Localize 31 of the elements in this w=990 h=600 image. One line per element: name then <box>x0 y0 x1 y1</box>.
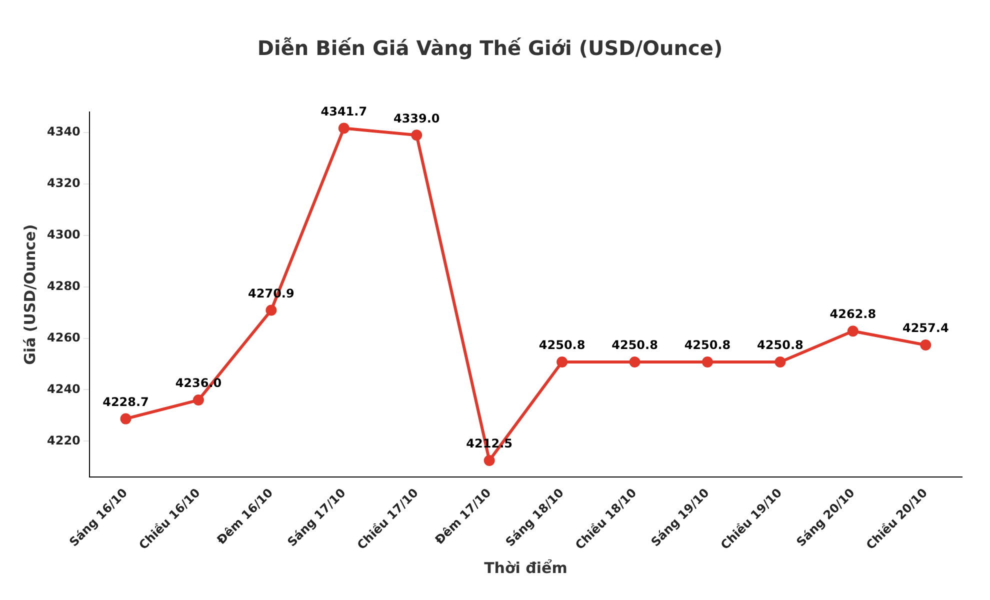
data-label: 4250.8 <box>684 338 731 352</box>
point <box>192 394 204 406</box>
point <box>847 326 858 337</box>
point <box>920 339 932 350</box>
y-tick-label: 4240 <box>46 382 80 396</box>
data-label: 4341.7 <box>320 104 368 118</box>
y-tick-label: 4340 <box>46 124 80 139</box>
point <box>411 130 422 141</box>
chart-title: Diễn Biến Giá Vàng Thế Giới (USD/Ounce) <box>257 36 723 60</box>
point <box>774 356 786 368</box>
y-tick-label: 4280 <box>46 279 80 293</box>
data-label: 4257.4 <box>902 321 949 336</box>
point <box>338 122 350 134</box>
y-tick-label: 4220 <box>46 433 80 448</box>
x-axis-title: Thời điểm <box>484 558 568 577</box>
y-axis-title: Giá (USD/Ounce) <box>20 224 39 365</box>
point <box>120 413 132 424</box>
point <box>266 304 277 316</box>
data-label: 4250.8 <box>538 338 586 352</box>
point <box>702 356 713 368</box>
point <box>556 356 568 368</box>
data-label: 4228.7 <box>102 394 149 409</box>
y-tick-label: 4300 <box>46 228 80 242</box>
data-label: 4262.8 <box>830 307 876 322</box>
data-label: 4250.8 <box>757 338 804 352</box>
point <box>484 454 495 466</box>
data-label: 4339.0 <box>393 111 440 126</box>
point <box>629 356 640 368</box>
data-label: 4250.8 <box>612 338 658 352</box>
y-tick-label: 4260 <box>46 330 80 344</box>
y-tick-label: 4320 <box>46 176 80 190</box>
